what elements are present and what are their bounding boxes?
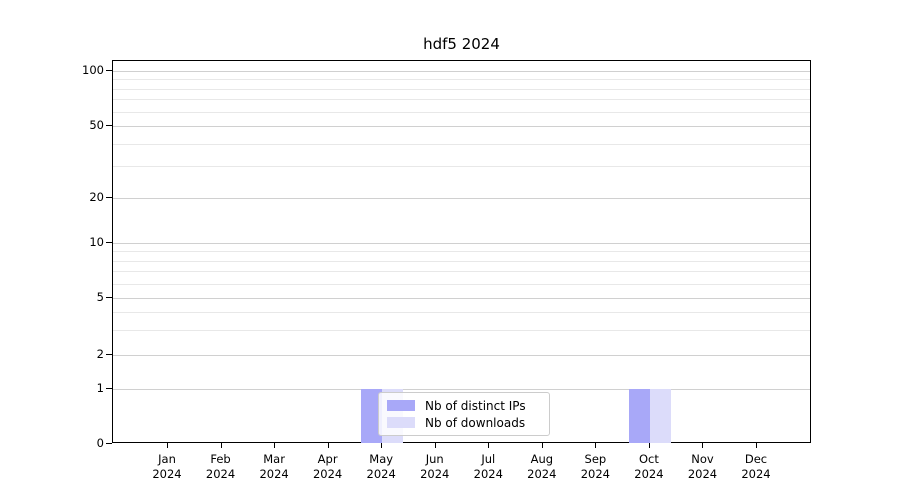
minor-gridline-90 [113,79,810,81]
major-gridline-5 [113,298,810,299]
x-tick-label-line: Jan [158,452,176,466]
x-tick-label-line: 2024 [741,467,771,481]
x-tick-label-line: 2024 [205,467,236,481]
y-tick-label-100: 100 [82,63,104,77]
x-tick-label-8: Sep 2024 [560,452,630,482]
bar-distinct-ips-may-2024 [361,389,383,443]
major-gridline-10 [113,243,810,244]
legend-entry-downloads: Nb of downloads [387,415,541,430]
chart-title: hdf5 2024 [423,35,500,53]
y-tick-mark-1 [106,388,112,389]
major-gridline-2 [113,355,810,356]
minor-gridline-3 [113,329,810,331]
x-tick-label-line: Nov [691,452,714,466]
y-tick-label-2: 2 [96,347,104,361]
minor-gridline-30 [113,166,810,168]
x-tick-mark-0 [167,443,168,448]
y-tick-label-10: 10 [89,235,104,249]
x-tick-mark-11 [756,443,757,448]
x-tick-label-line: Feb [210,452,231,466]
x-tick-label-line: Oct [638,452,659,466]
x-tick-mark-10 [702,443,704,448]
x-tick-label-3: Apr 2024 [293,452,363,482]
y-tick-mark-100 [106,70,112,71]
x-tick-label-5: Jun 2024 [400,452,470,482]
x-tick-label-10: Nov 2024 [667,452,737,482]
x-tick-label-line: Mar [263,452,285,466]
minor-gridline-70 [113,99,810,101]
x-tick-label-line: Sep [584,452,607,466]
x-tick-label-line: Jun [425,452,444,466]
x-tick-label-line: Dec [744,452,768,466]
x-tick-label-4: May 2024 [346,452,416,482]
major-gridline-50 [113,126,810,127]
y-tick-mark-10 [106,242,112,243]
minor-gridline-6 [113,283,810,285]
y-tick-label-50: 50 [89,118,104,132]
x-tick-label-11: Dec 2024 [721,452,791,482]
legend-swatch-downloads [387,417,415,428]
x-tick-label-line: 2024 [527,467,557,481]
x-tick-mark-7 [541,443,543,448]
x-tick-label-line: Jul [481,452,496,466]
x-tick-label-line: 2024 [152,467,182,481]
x-tick-mark-1 [220,443,222,448]
x-tick-mark-4 [381,443,383,448]
plot-area [112,60,811,443]
x-tick-mark-2 [274,443,276,448]
x-tick-label-line: 2024 [366,467,396,481]
minor-gridline-40 [113,143,810,145]
x-tick-label-line: 2024 [634,467,664,481]
bar-distinct-ips-oct-2024 [628,389,650,443]
x-tick-label-line: May [369,452,394,466]
minor-gridline-60 [113,111,810,113]
x-tick-mark-8 [595,443,597,448]
y-tick-label-20: 20 [89,190,104,204]
minor-gridline-80 [113,88,810,90]
x-tick-label-line: 2024 [420,467,450,481]
x-tick-label-0: Jan 2024 [132,452,202,482]
major-gridline-100 [113,71,810,72]
legend-label-downloads: Nb of downloads [425,415,526,430]
x-tick-label-2: Mar 2024 [239,452,309,482]
minor-gridline-9 [113,251,810,253]
minor-gridline-4 [113,311,810,313]
x-tick-label-line: 2024 [312,467,343,481]
x-tick-label-line: Apr [317,452,338,466]
x-tick-label-9: Oct 2024 [614,452,684,482]
x-tick-mark-9 [648,443,650,448]
legend: Nb of distinct IPs Nb of downloads [378,392,550,436]
y-tick-label-1: 1 [96,381,104,395]
legend-label-distinct-ips: Nb of distinct IPs [425,398,526,413]
x-tick-mark-5 [434,443,436,448]
x-tick-label-line: Aug [530,452,554,466]
y-tick-mark-20 [106,197,112,198]
x-tick-label-6: Jul 2024 [453,452,523,482]
major-gridline-20 [113,198,810,199]
legend-swatch-distinct-ips [387,400,415,411]
major-gridline-1 [113,389,810,390]
x-tick-label-line: 2024 [473,467,503,481]
y-tick-mark-0 [106,443,112,444]
minor-gridline-7 [113,271,810,273]
legend-entry-distinct-ips: Nb of distinct IPs [387,398,541,413]
x-tick-label-1: Feb 2024 [186,452,256,482]
y-tick-mark-2 [106,354,112,355]
x-tick-label-line: 2024 [687,467,718,481]
bar-downloads-oct-2024 [649,389,671,443]
y-tick-label-0: 0 [96,436,104,450]
y-tick-mark-50 [106,125,112,126]
y-tick-mark-5 [106,297,112,298]
x-tick-mark-6 [488,443,490,448]
x-tick-label-line: 2024 [580,467,610,481]
x-tick-label-7: Aug 2024 [507,452,577,482]
minor-gridline-8 [113,260,810,262]
x-tick-label-line: 2024 [259,467,289,481]
x-tick-mark-3 [327,443,329,448]
y-tick-label-5: 5 [96,290,104,304]
